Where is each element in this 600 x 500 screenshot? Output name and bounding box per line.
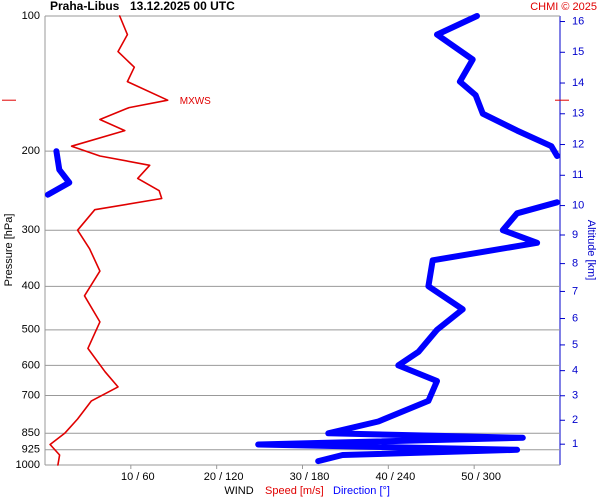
x-tick-label: 50 / 300 <box>461 471 501 483</box>
y2-tick-label: 13 <box>572 108 584 120</box>
y2-tick-label: 11 <box>572 169 583 181</box>
y-tick-label: 300 <box>22 224 40 236</box>
credit: CHMI © 2025 <box>530 1 597 13</box>
y2-tick-label: 1 <box>572 438 578 450</box>
y2-tick-label: 6 <box>572 312 578 324</box>
y-axis-label: Pressure [hPa] <box>3 214 15 287</box>
y2-tick-label: 5 <box>572 339 578 351</box>
y2-axis-label: Altitude [km] <box>585 220 597 281</box>
x-tick-label: 40 / 240 <box>375 471 415 483</box>
legend-label: Direction [°] <box>333 485 390 497</box>
y2-tick-label: 4 <box>572 365 578 377</box>
y2-tick-label: 16 <box>572 15 584 27</box>
y-tick-label: 850 <box>22 427 40 439</box>
y2-tick-label: 3 <box>572 390 578 402</box>
direction-line <box>44 13 561 465</box>
y2-tick-label: 14 <box>572 77 584 89</box>
y2-tick-label: 9 <box>572 229 578 241</box>
y2-tick-label: 12 <box>572 138 584 150</box>
chart-subtitle: 13.12.2025 00 UTC <box>130 0 235 13</box>
chart-title: Praha-Libus <box>50 0 120 13</box>
y-tick-label: 500 <box>22 324 40 336</box>
y-tick-label: 100 <box>22 10 40 22</box>
x-tick-label: 20 / 120 <box>204 471 244 483</box>
y-tick-label: 1000 <box>16 459 40 471</box>
y-tick-label: 200 <box>22 145 40 157</box>
y2-tick-label: 15 <box>572 46 584 58</box>
x-tick-label: 30 / 180 <box>290 471 330 483</box>
y2-tick-label: 10 <box>572 199 584 211</box>
y-tick-label: 400 <box>22 280 40 292</box>
y2-tick-label: 7 <box>572 285 578 297</box>
annotation: MXWS <box>180 96 211 107</box>
y-tick-label: 700 <box>22 389 40 401</box>
y2-tick-label: 2 <box>572 414 578 426</box>
legend-label: Speed [m/s] <box>265 485 324 497</box>
x-axis-label: WIND <box>224 485 253 497</box>
x-tick-label: 10 / 60 <box>121 471 155 483</box>
y-tick-label: 600 <box>22 359 40 371</box>
speed-line <box>49 15 169 466</box>
y-tick-label: 925 <box>22 444 40 456</box>
y2-tick-label: 8 <box>572 258 578 270</box>
